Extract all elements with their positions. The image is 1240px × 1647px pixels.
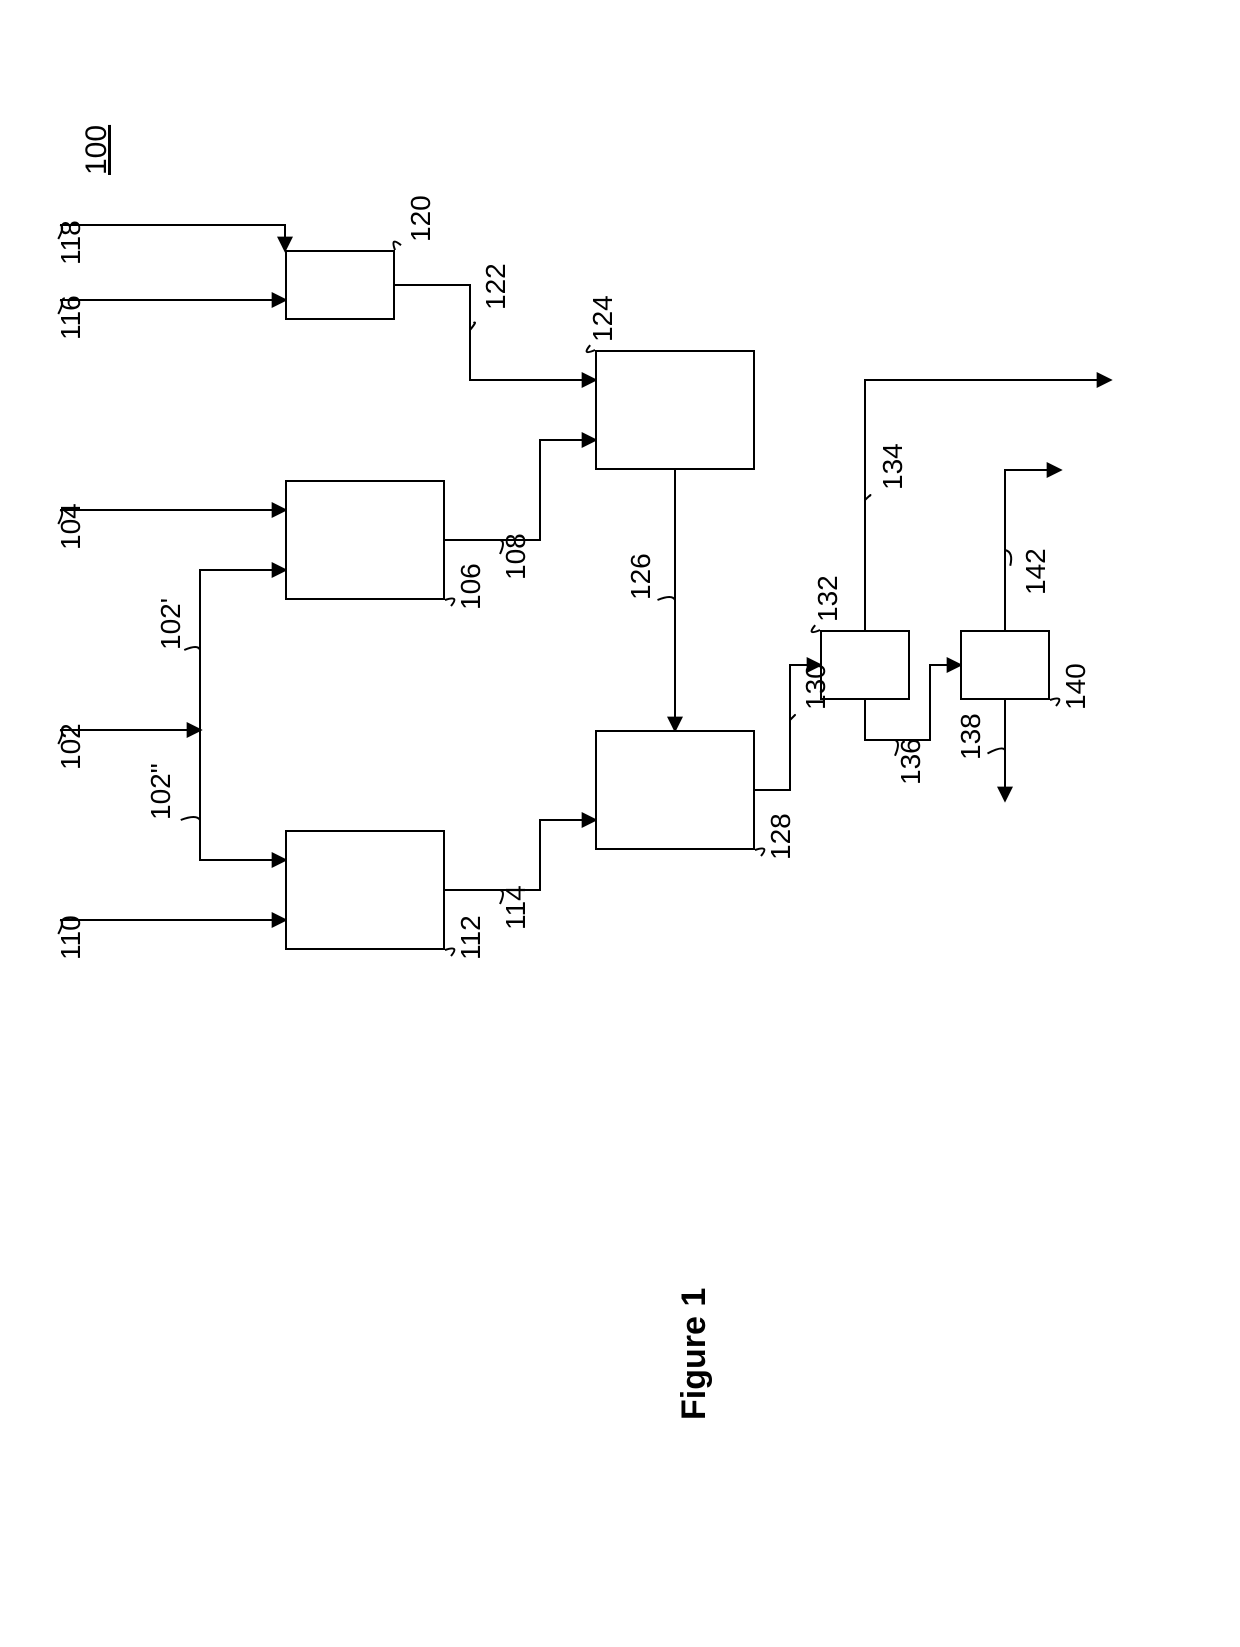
- edge-label-e104: 104: [55, 503, 87, 550]
- edge-label-e122: 122: [480, 263, 512, 310]
- node-n132: [820, 630, 910, 700]
- edge-label-e130: 130: [800, 663, 832, 710]
- node-label-n128: 128: [765, 813, 797, 860]
- edge-label-e102pp: 102": [145, 763, 177, 820]
- edge-label-e138: 138: [955, 713, 987, 760]
- edge-e108: [445, 440, 595, 540]
- node-n140: [960, 630, 1050, 700]
- node-label-n132: 132: [812, 575, 844, 622]
- edge-label-e136: 136: [895, 738, 927, 785]
- edge-e102pp: [200, 730, 285, 860]
- edge-label-e142: 142: [1020, 548, 1052, 595]
- node-n112: [285, 830, 445, 950]
- edge-e114: [445, 820, 595, 890]
- edge-label-e102: 102: [55, 723, 87, 770]
- diagram-title: 100: [80, 125, 114, 175]
- diagram-canvas: 106 112 120 124 128 132 140 118 116 104 102 102' 102…: [0, 0, 1240, 1647]
- node-n128: [595, 730, 755, 850]
- node-n124: [595, 350, 755, 470]
- node-label-n106: 106: [455, 563, 487, 610]
- node-label-n140: 140: [1060, 663, 1092, 710]
- figure-caption: Figure 1: [675, 1288, 714, 1420]
- edge-e134: [865, 380, 1110, 630]
- node-n106: [285, 480, 445, 600]
- edge-label-e114: 114: [500, 885, 532, 930]
- edge-label-e126: 126: [625, 553, 657, 600]
- edge-label-e118: 118: [55, 220, 87, 265]
- node-label-n112: 112: [455, 915, 487, 960]
- node-label-n120: 120: [405, 195, 437, 242]
- edge-label-e134: 134: [877, 443, 909, 490]
- edge-e102p: [200, 570, 285, 730]
- edge-label-e116: 116: [55, 295, 87, 340]
- edge-label-e102p: 102': [155, 598, 187, 650]
- edge-label-e110: 110: [55, 915, 87, 960]
- node-label-n124: 124: [587, 295, 619, 342]
- edge-e118: [60, 225, 285, 250]
- node-n120: [285, 250, 395, 320]
- edge-label-e108: 108: [500, 533, 532, 580]
